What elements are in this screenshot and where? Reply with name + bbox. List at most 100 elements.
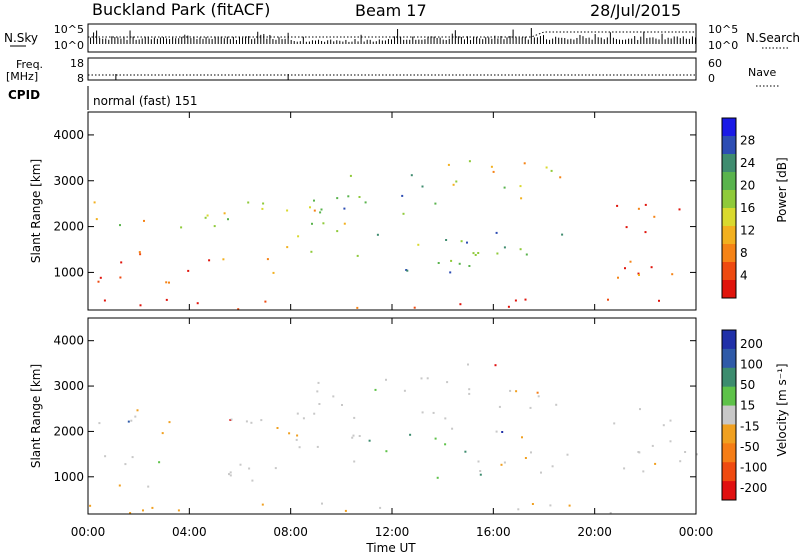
power-y-ticks: 1000 2000 3000 4000 xyxy=(53,128,696,279)
heatmap-cell xyxy=(452,183,455,186)
heatmap-cell xyxy=(421,411,424,414)
heatmap-cell xyxy=(168,281,170,284)
heatmap-cell xyxy=(286,209,289,212)
cpid-text: normal (fast) 151 xyxy=(93,94,197,108)
heatmap-cell xyxy=(617,276,619,279)
heatmap-cell xyxy=(498,405,501,408)
heatmap-cell xyxy=(147,485,150,488)
heatmap-cell xyxy=(444,417,447,420)
colorbar-swatch xyxy=(722,330,736,350)
heatmap-cell xyxy=(343,207,346,210)
heatmap-cell xyxy=(684,451,687,453)
heatmap-cell xyxy=(213,225,216,228)
x-tick-label: 04:00 xyxy=(172,525,207,539)
heatmap-cell xyxy=(310,250,313,253)
colorbar-swatch xyxy=(722,386,736,407)
beam-label: Beam 17 xyxy=(355,1,427,20)
velocity-plot-background xyxy=(88,318,696,514)
heatmap-cell xyxy=(468,160,471,163)
freq-tick-low: 8 xyxy=(77,72,84,85)
heatmap-cell xyxy=(143,219,145,222)
heatmap-cell xyxy=(495,430,498,433)
heatmap-cell xyxy=(142,509,144,512)
heatmap-cell xyxy=(679,460,682,463)
heatmap-cell xyxy=(624,267,626,270)
power-heatmap xyxy=(93,160,681,311)
heatmap-cell xyxy=(555,403,558,406)
heatmap-cell xyxy=(434,202,437,205)
nsky-series xyxy=(90,28,696,44)
heatmap-cell xyxy=(295,438,298,441)
heatmap-cell xyxy=(669,440,672,443)
heatmap-cell xyxy=(495,231,498,234)
heatmap-cell xyxy=(446,381,449,384)
heatmap-cell xyxy=(134,415,137,418)
heatmap-cell xyxy=(406,269,409,272)
velocity-y-ticks: 1000 2000 3000 4000 xyxy=(53,334,696,484)
heatmap-cell xyxy=(644,231,647,234)
heatmap-cell xyxy=(451,427,454,430)
heatmap-cell xyxy=(204,216,207,219)
noise-tick-right-low: 10^0 xyxy=(708,39,738,52)
heatmap-cell xyxy=(551,465,554,468)
heatmap-cell xyxy=(344,509,347,512)
nsearch-series-line xyxy=(88,31,696,38)
colorbar-tick-label: 8 xyxy=(740,246,748,260)
heatmap-cell xyxy=(561,233,564,236)
heatmap-cell xyxy=(639,408,641,411)
heatmap-cell xyxy=(537,395,540,398)
heatmap-cell xyxy=(118,484,121,487)
heatmap-cell xyxy=(455,180,458,183)
heatmap-cell xyxy=(180,226,183,229)
colorbar-swatch xyxy=(722,280,736,299)
x-tick-label: 12:00 xyxy=(375,525,410,539)
nsky-label: N.Sky xyxy=(4,31,38,45)
time-axis-ticks: 00:00 04:00 08:00 12:00 16:00 20:00 00:00 xyxy=(71,112,713,539)
heatmap-cell xyxy=(525,253,528,256)
heatmap-cell xyxy=(402,212,405,215)
colorbar-tick-label: 15 xyxy=(740,399,755,413)
y-tick-label: 1000 xyxy=(53,265,84,279)
heatmap-cell xyxy=(445,239,448,241)
time-axis-label: Time UT xyxy=(365,541,416,554)
heatmap-cell xyxy=(437,262,440,264)
heatmap-cell xyxy=(313,412,316,415)
heatmap-cell xyxy=(97,280,100,283)
heatmap-cell xyxy=(559,176,562,179)
heatmap-cell xyxy=(436,476,439,479)
heatmap-cell xyxy=(237,308,240,311)
heatmap-cell xyxy=(658,299,660,302)
colorbar-swatch xyxy=(722,367,736,388)
y-tick-label: 1000 xyxy=(53,470,84,484)
frequency-series xyxy=(88,74,696,80)
heatmap-cell xyxy=(276,427,279,429)
heatmap-cell xyxy=(385,378,387,381)
heatmap-cell xyxy=(165,298,168,301)
colorbar-swatch xyxy=(722,136,736,155)
heatmap-cell xyxy=(531,503,534,505)
heatmap-cell xyxy=(356,306,359,309)
colorbar-tick-label: -50 xyxy=(740,440,760,454)
heatmap-cell xyxy=(223,212,226,215)
heatmap-cell xyxy=(228,473,230,476)
heatmap-cell xyxy=(501,431,504,433)
colorbar-tick-label: 20 xyxy=(740,179,755,193)
heatmap-cell xyxy=(509,389,512,392)
heatmap-cell xyxy=(187,269,190,272)
heatmap-cell xyxy=(104,455,107,458)
freq-unit-label: [MHz] xyxy=(6,70,38,83)
heatmap-cell xyxy=(629,260,632,263)
freq-tick-high: 18 xyxy=(70,57,84,70)
heatmap-cell xyxy=(492,170,495,173)
heatmap-cell xyxy=(239,463,242,466)
heatmap-cell xyxy=(479,470,482,472)
heatmap-cell xyxy=(520,197,523,200)
velocity-panel: 1000 2000 3000 4000 Slant Range [km] 200 100… xyxy=(29,317,789,515)
noise-frame xyxy=(87,23,697,53)
heatmap-cell xyxy=(607,298,609,301)
heatmap-cell xyxy=(517,508,520,511)
heatmap-cell xyxy=(613,422,616,425)
colorbar-swatch xyxy=(722,226,736,245)
heatmap-cell xyxy=(490,165,493,168)
heatmap-cell xyxy=(496,252,499,255)
